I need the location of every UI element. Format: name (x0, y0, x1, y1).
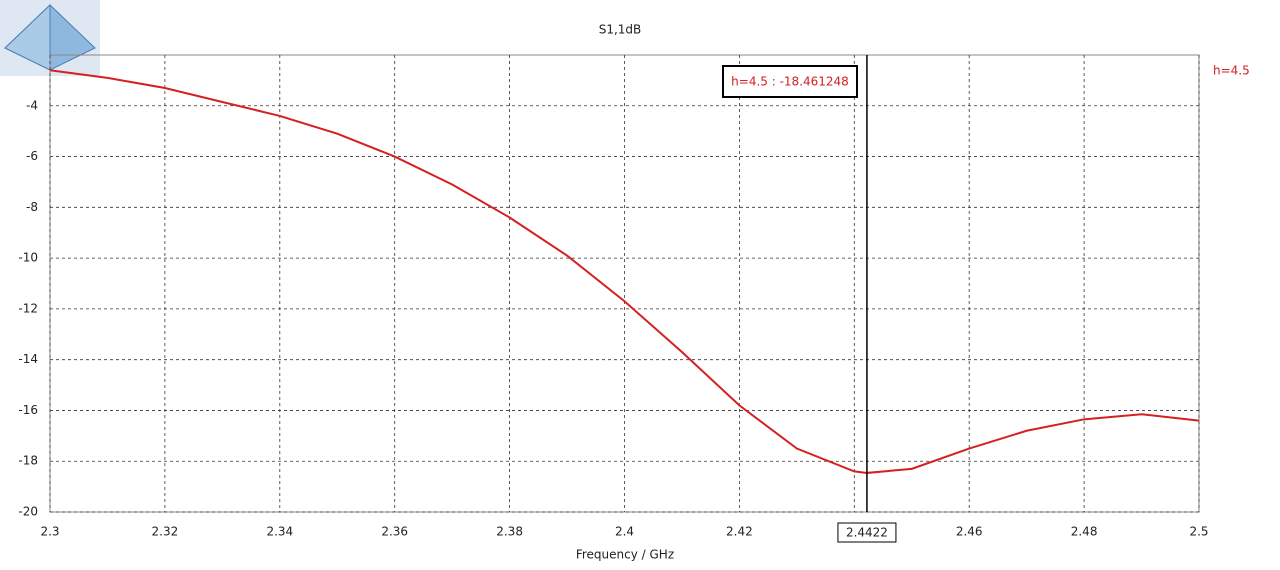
y-tick-label: -18 (18, 454, 38, 468)
chart-title: S1,1dB (599, 23, 642, 37)
data-line (49, 69, 1200, 474)
x-tick-label: 2.46 (956, 525, 983, 539)
x-tick-label: 2.4 (615, 525, 634, 539)
y-tick-label: -8 (26, 200, 38, 214)
x-tick-label: 2.3 (40, 525, 59, 539)
annotation-box (722, 65, 858, 98)
x-tick-label: 2.34 (266, 525, 293, 539)
x-tick-label: 2.48 (1071, 525, 1098, 539)
legend-entry: h=4.5 (1213, 64, 1250, 78)
marker-label-box (837, 522, 897, 543)
x-tick-label: 2.38 (496, 525, 523, 539)
y-tick-label: -16 (18, 403, 38, 417)
y-tick-label: -20 (18, 505, 38, 519)
y-tick-label: -6 (26, 149, 38, 163)
x-axis-label: Frequency / GHz (576, 548, 674, 562)
y-tick-label: -10 (18, 251, 38, 265)
y-tick-label: -4 (26, 98, 38, 112)
annotation: h=4.5 : -18.461248 (731, 75, 849, 89)
x-tick-label: 2.36 (381, 525, 408, 539)
x-tick-label: 2.32 (152, 525, 179, 539)
y-tick-label: -12 (18, 301, 38, 315)
marker-label: 2.4422 (846, 526, 888, 540)
x-tick-label: 2.5 (1189, 525, 1208, 539)
x-tick-label: 2.42 (726, 525, 753, 539)
y-tick-label: -14 (18, 352, 38, 366)
